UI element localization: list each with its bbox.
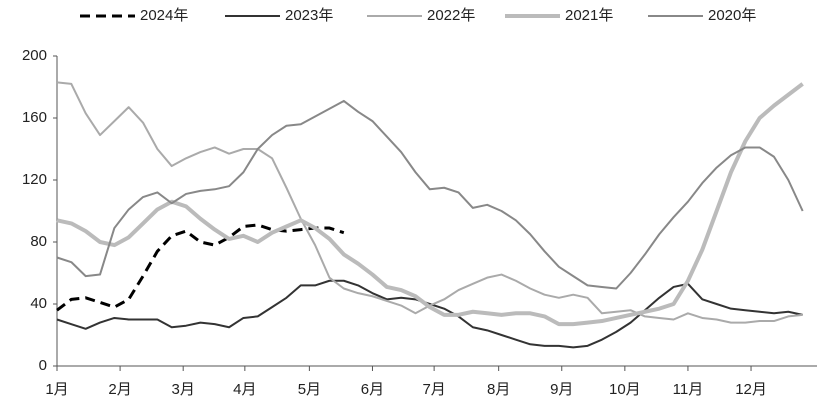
x-tick-label: 9月 bbox=[550, 381, 573, 398]
x-tick-label: 10月 bbox=[609, 381, 641, 398]
x-tick-label: 7月 bbox=[422, 381, 445, 398]
y-tick-label: 0 bbox=[39, 357, 47, 374]
y-tick-label: 160 bbox=[22, 109, 47, 126]
x-tick-label: 3月 bbox=[172, 381, 195, 398]
x-tick-label: 1月 bbox=[45, 381, 68, 398]
x-tick-label: 5月 bbox=[298, 381, 321, 398]
x-tick-label: 2月 bbox=[108, 381, 131, 398]
series-line bbox=[56, 279, 803, 349]
x-tick-label: 4月 bbox=[233, 381, 256, 398]
series-line bbox=[56, 82, 804, 327]
y-tick-label: 80 bbox=[30, 233, 47, 250]
x-tick-label: 6月 bbox=[361, 381, 384, 398]
series-line bbox=[56, 223, 345, 312]
legend-label: 2024年 bbox=[140, 7, 188, 24]
x-tick-label: 8月 bbox=[487, 381, 510, 398]
legend-label: 2023年 bbox=[285, 7, 333, 24]
x-tick-label: 11月 bbox=[673, 381, 704, 398]
legend-label: 2021年 bbox=[565, 7, 613, 24]
y-tick-label: 200 bbox=[22, 47, 47, 64]
y-tick-label: 120 bbox=[22, 171, 47, 188]
series-line bbox=[56, 99, 804, 290]
x-tick-label: 12月 bbox=[735, 381, 767, 398]
y-tick-label: 40 bbox=[30, 295, 47, 312]
legend-label: 2020年 bbox=[708, 7, 756, 24]
legend-label: 2022年 bbox=[427, 7, 475, 24]
